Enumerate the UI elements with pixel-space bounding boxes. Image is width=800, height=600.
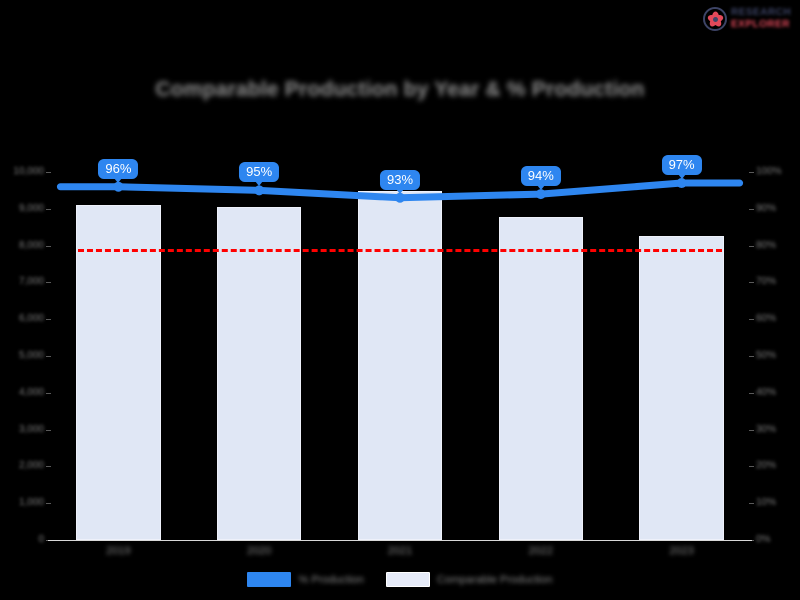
left-axis-tickmark: [46, 356, 51, 357]
right-axis-tick-label: 40%: [756, 386, 777, 398]
left-axis-tick-label: 5,000: [18, 350, 44, 361]
logo-wordmark-line2: EXPLORER: [731, 19, 791, 30]
bar[interactable]: [76, 205, 161, 540]
legend-label: Comparable Production: [436, 573, 553, 586]
right-axis-tickmark: [749, 172, 754, 173]
plot-area: [48, 172, 752, 540]
x-axis-label: 2023: [669, 545, 694, 557]
left-axis-tickmark: [46, 466, 51, 468]
legend-item[interactable]: % Production: [247, 572, 364, 587]
left-axis-tick-label: 3,000: [18, 423, 44, 435]
left-axis-tick-label: 9,000: [18, 202, 44, 214]
left-axis-tickmark: [46, 392, 51, 394]
reference-line: [78, 249, 722, 253]
y-axis-right: 100% 90% 80% 70% 60% 50% 40% 30% 20% 10% 0%: [749, 166, 798, 545]
left-axis-tick-label: 8,000: [18, 239, 44, 251]
right-axis-tick-label: 60%: [756, 313, 777, 325]
right-axis-tickmark: [749, 429, 754, 431]
left-axis-tick-label: 2,000: [18, 460, 44, 472]
legend-swatch: [247, 572, 292, 587]
x-axis-label: 2019: [106, 545, 131, 557]
right-axis-tickmark: [749, 319, 754, 321]
chart-legend: % Production Comparable Production: [0, 572, 800, 587]
right-axis-tick-label: 20%: [756, 460, 777, 472]
data-label-badge: 95%: [239, 162, 280, 187]
left-axis-tickmark: [46, 208, 51, 210]
right-axis-tickmark: [749, 392, 754, 394]
left-axis-tickmark: [46, 429, 51, 431]
right-axis-tickmark: [749, 245, 754, 247]
x-axis-label: 2020: [246, 545, 272, 557]
right-axis-tick-label: 80%: [756, 239, 777, 251]
bar[interactable]: [639, 236, 724, 540]
data-label-badge: 97%: [661, 155, 702, 180]
bar[interactable]: [357, 191, 443, 540]
right-axis-tick-label: 10%: [756, 497, 777, 509]
bar[interactable]: [498, 216, 584, 540]
right-axis-tickmark: [749, 466, 754, 468]
right-axis-tick-label: 0%: [756, 534, 771, 545]
right-axis-tick-label: 50%: [756, 350, 777, 361]
right-axis-tickmark: [749, 282, 754, 284]
left-axis-tickmark: [46, 282, 51, 284]
left-axis-tick-label: 6,000: [18, 313, 44, 325]
left-axis-tick-label: 7,000: [18, 276, 44, 288]
left-axis-tickmark: [46, 245, 51, 247]
right-axis-tickmark: [749, 503, 754, 505]
right-axis-tick-label: 30%: [756, 423, 777, 435]
logo-wordmark: RESEARCH EXPLORER: [731, 8, 791, 30]
left-axis-tick-label: 10,000: [13, 166, 44, 177]
legend-item[interactable]: Comparable Production: [385, 572, 553, 587]
left-axis-tickmark: [46, 172, 51, 173]
right-axis-tickmark: [749, 356, 754, 357]
logo-wordmark-line1: RESEARCH: [731, 7, 792, 18]
chart-title: Comparable Production by Year & % Produc…: [155, 78, 645, 101]
x-axis-label: 2022: [528, 545, 554, 557]
x-axis-baseline: [48, 540, 752, 541]
right-axis-tickmark: [749, 208, 754, 210]
left-axis-tick-label: 0: [38, 534, 44, 545]
y-axis-left: 10,000 9,000 8,000 7,000 6,000 5,000 4,000 3,00…: [2, 166, 51, 545]
data-label-badge: 94%: [520, 166, 561, 191]
legend-label: % Production: [298, 573, 364, 586]
logo-flower-icon: [702, 6, 728, 32]
bar[interactable]: [216, 206, 302, 540]
right-axis-tick-label: 70%: [756, 276, 777, 288]
right-axis-tick-label: 90%: [756, 202, 777, 214]
left-axis-tick-label: 1,000: [18, 497, 44, 509]
left-axis-tick-label: 4,000: [18, 386, 44, 398]
left-axis-tickmark: [46, 319, 51, 321]
x-axis-label: 2021: [387, 545, 413, 557]
legend-swatch: [385, 572, 430, 587]
left-axis-tickmark: [46, 503, 51, 505]
brand-logo: RESEARCH EXPLORER: [702, 4, 794, 34]
data-label-badge: 96%: [98, 158, 139, 183]
right-axis-tick-label: 100%: [756, 166, 782, 177]
data-label-badge: 93%: [379, 169, 421, 194]
